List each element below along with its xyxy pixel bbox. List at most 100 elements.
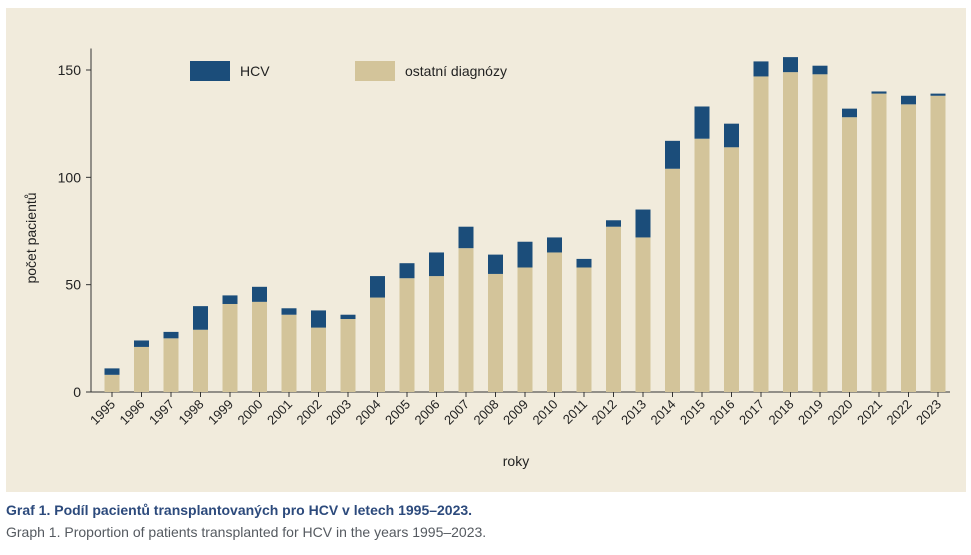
bar-ostatni-diagnozy	[134, 346, 149, 392]
bar-hcv	[104, 368, 120, 375]
bar-hcv	[724, 123, 739, 148]
x-tick-label: 1997	[146, 397, 177, 428]
bar-hcv	[517, 241, 533, 268]
x-tick-label: 2002	[294, 397, 325, 428]
bar-ostatni-diagnozy	[193, 329, 208, 392]
bar-ostatni-diagnozy	[458, 248, 474, 392]
bar-hcv	[163, 331, 179, 339]
x-tick-label: 2016	[707, 397, 738, 428]
x-tick-label: 1996	[117, 397, 148, 428]
bar-hcv	[311, 310, 326, 328]
bar-ostatni-diagnozy	[252, 301, 267, 392]
x-tick-label: 2015	[677, 397, 708, 428]
bar-ostatni-diagnozy	[370, 297, 385, 392]
x-tick-label: 2009	[500, 397, 531, 428]
x-tick-label: 2008	[471, 397, 502, 428]
legend-swatch	[190, 61, 230, 81]
x-tick-label: 2013	[618, 397, 649, 428]
x-tick-label: 2019	[795, 397, 826, 428]
bar-ostatni-diagnozy	[429, 276, 444, 392]
bar-hcv	[783, 57, 798, 73]
bar-hcv	[370, 276, 385, 298]
bar-ostatni-diagnozy	[871, 93, 887, 392]
bar-ostatni-diagnozy	[547, 252, 562, 392]
y-axis-label: počet pacientů	[23, 192, 39, 283]
legend-label: HCV	[240, 63, 270, 79]
x-tick-label: 2007	[441, 397, 472, 428]
chart-panel: HCV ostatní diagnózy 0 50 100 150 1995 1996 19…	[6, 8, 966, 492]
bar-hcv	[665, 140, 680, 169]
legend-swatch	[355, 61, 395, 81]
bar-ostatni-diagnozy	[753, 76, 769, 392]
bar-hcv	[694, 106, 710, 139]
bar-ostatni-diagnozy	[606, 226, 621, 392]
bar-ostatni-diagnozy	[901, 104, 916, 392]
bar-ostatni-diagnozy	[517, 267, 533, 392]
x-tick-label: 1999	[205, 397, 236, 428]
x-tick-label: 1998	[176, 397, 207, 428]
x-tick-label: 2006	[412, 397, 443, 428]
bar-hcv	[930, 93, 946, 96]
x-tick-label: 2018	[766, 397, 797, 428]
bar-ostatni-diagnozy	[783, 72, 798, 392]
bar-hcv	[635, 209, 651, 238]
x-tick-label: 2017	[736, 397, 767, 428]
y-tick-label: 150	[58, 62, 82, 78]
bar-hcv	[901, 95, 916, 105]
bar-ostatni-diagnozy	[842, 117, 857, 392]
bar-hcv	[340, 314, 356, 320]
bar-ostatni-diagnozy	[163, 338, 179, 392]
bar-hcv	[606, 220, 621, 227]
x-tick-label: 2001	[264, 397, 295, 428]
bar-hcv	[193, 306, 208, 330]
x-tick-label: 2000	[235, 397, 266, 428]
bar-hcv	[488, 254, 503, 274]
y-tick-label: 100	[58, 169, 82, 185]
x-tick-label: 2012	[589, 397, 620, 428]
bar-ostatni-diagnozy	[576, 267, 592, 392]
x-tick-label: 2010	[530, 397, 561, 428]
bar-hcv	[429, 252, 444, 277]
bar-ostatni-diagnozy	[399, 278, 415, 392]
x-tick-label: 2021	[854, 397, 885, 428]
bar-ostatni-diagnozy	[635, 237, 651, 392]
bar-ostatni-diagnozy	[311, 327, 326, 392]
bar-ostatni-diagnozy	[812, 74, 828, 392]
bar-hcv	[812, 65, 828, 75]
bar-ostatni-diagnozy	[694, 138, 710, 392]
x-tick-label: 2023	[913, 397, 944, 428]
bar-ostatni-diagnozy	[281, 314, 297, 392]
legend: HCV ostatní diagnózy	[190, 61, 507, 81]
x-tick-label: 2011	[560, 397, 590, 427]
bar-hcv	[134, 340, 149, 347]
bar-hcv	[871, 91, 887, 94]
legend-label: ostatní diagnózy	[405, 63, 507, 79]
x-tick-label: 2022	[884, 397, 915, 428]
bar-ostatni-diagnozy	[930, 95, 946, 392]
y-tick-label: 0	[73, 384, 81, 400]
bar-hcv	[399, 263, 415, 279]
bar-hcv	[842, 108, 857, 118]
axis-labels: 1995199619971998199920002001200220032004…	[23, 192, 944, 469]
caption-czech: Graf 1. Podíl pacientů transplantovaných…	[6, 502, 473, 518]
bar-hcv	[753, 61, 769, 77]
bar-hcv	[252, 286, 267, 302]
bar-ostatni-diagnozy	[104, 374, 120, 392]
x-tick-label: 2005	[382, 397, 413, 428]
x-tick-label: 2020	[825, 397, 856, 428]
y-tick-label: 50	[65, 277, 81, 293]
bar-ostatni-diagnozy	[724, 147, 739, 392]
bar-ostatni-diagnozy	[222, 303, 238, 392]
x-tick-label: 1995	[87, 397, 118, 428]
bar-hcv	[576, 258, 592, 268]
x-tick-label: 2014	[648, 397, 679, 428]
bar-ostatni-diagnozy	[488, 273, 503, 392]
bar-hcv	[547, 237, 562, 253]
bar-hcv	[281, 308, 297, 315]
x-tick-label: 2004	[353, 397, 384, 428]
caption-english: Graph 1. Proportion of patients transpla…	[6, 524, 487, 540]
x-axis-label: roky	[503, 453, 529, 469]
x-tick-label: 2003	[323, 397, 354, 428]
bar-ostatni-diagnozy	[340, 319, 356, 392]
